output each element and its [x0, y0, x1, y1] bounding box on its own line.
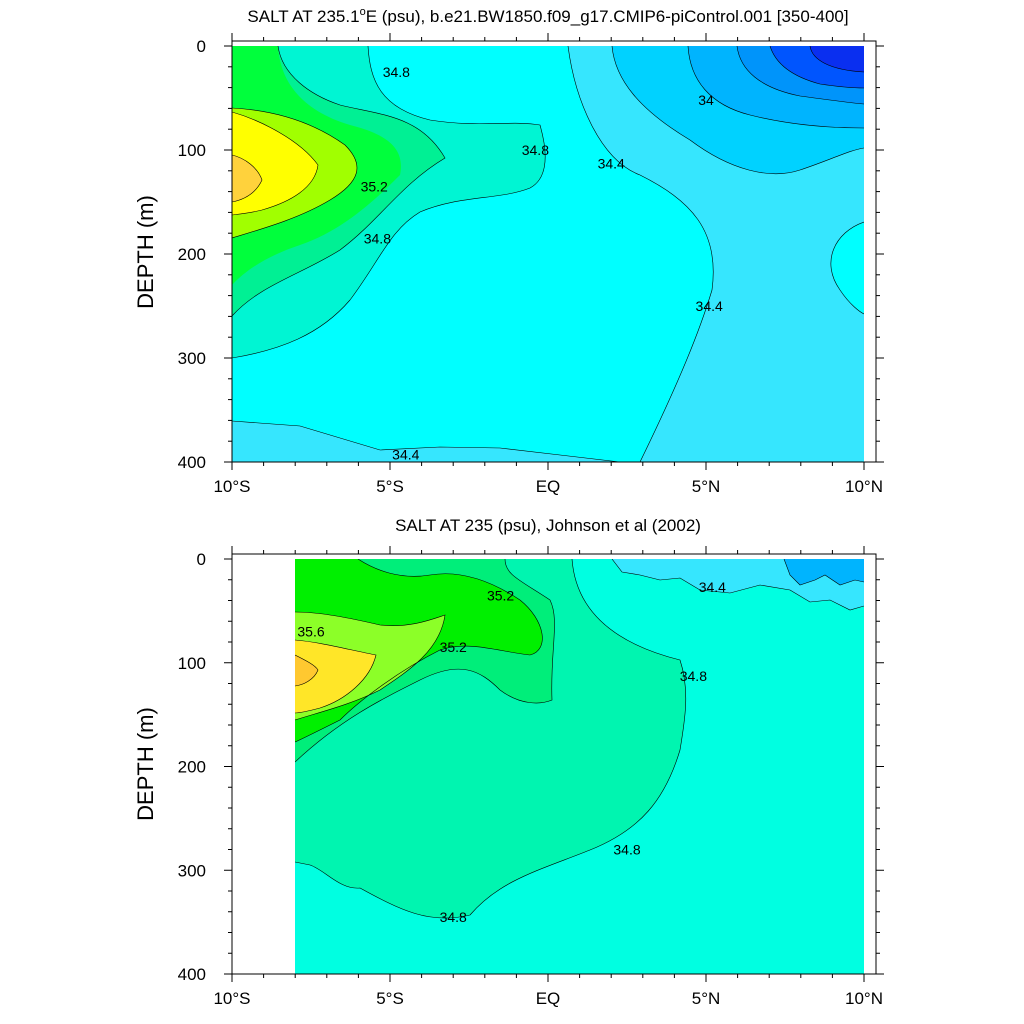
- p2-contour-label: 34.8: [440, 909, 467, 925]
- panel-1-axes: 0 100 200 300 400 10°S 5°S EQ 5°N 10°N: [178, 33, 884, 496]
- panel-2-axes: 0 100 200 300 400 10°S 5°S EQ 5°N 10°N: [178, 546, 884, 1008]
- panel-1: SALT AT 235.1oE (psu), b.e21.BW1850.f09_…: [133, 6, 884, 496]
- p1-ytick-label: 300: [178, 349, 206, 368]
- p1-contour-label: 34.8: [522, 142, 549, 158]
- p1-contour-label: 34: [698, 92, 714, 108]
- p2-ytick-label: 200: [178, 758, 206, 777]
- p2-ytick-label: 400: [178, 965, 206, 984]
- p2-contour-label: 35.2: [440, 639, 467, 655]
- p2-contour-label: 35.2: [487, 587, 514, 603]
- band2-35.8: [295, 655, 318, 686]
- p2-xtick-label: EQ: [536, 989, 561, 1008]
- p1-xtick-label: 10°S: [213, 477, 250, 496]
- panel-2: SALT AT 235 (psu), Johnson et al (2002): [133, 516, 884, 1008]
- p2-xtick-label: 10°S: [213, 989, 250, 1008]
- p1-xtick-label: 5°S: [376, 477, 404, 496]
- panel-1-title: SALT AT 235.1oE (psu), b.e21.BW1850.f09_…: [247, 6, 848, 26]
- p1-contour-label: 34.4: [392, 447, 419, 463]
- panel-1-plot: [232, 46, 864, 462]
- p2-contour-label: 34.4: [699, 579, 726, 595]
- p2-ytick-label: 0: [197, 550, 206, 569]
- panel-2-contour-lines: [295, 559, 864, 919]
- p1-ytick-label: 200: [178, 245, 206, 264]
- panel-1-ylabel: DEPTH (m): [133, 195, 158, 309]
- p1-contour-label: 34.4: [696, 298, 723, 314]
- p1-contour-label: 34.8: [364, 230, 391, 246]
- p2-xtick-label: 10°N: [845, 989, 883, 1008]
- p2-xtick-label: 5°S: [376, 989, 404, 1008]
- p1-xtick-label: 5°N: [692, 477, 721, 496]
- band-35.8: [232, 155, 262, 202]
- p1-ytick-label: 100: [178, 141, 206, 160]
- p1-ytick-label: 400: [178, 453, 206, 472]
- panel-2-title: SALT AT 235 (psu), Johnson et al (2002): [395, 516, 701, 535]
- p1-xtick-label: EQ: [536, 477, 561, 496]
- panel-1-contour-labels: 34.8 34.8 35.2 34.8 34.4 34 34.4 34.4: [361, 64, 723, 463]
- p2-contour-label: 34.8: [680, 668, 707, 684]
- p2-contour-label: 35.6: [297, 624, 324, 640]
- p1-xtick-label: 10°N: [845, 477, 883, 496]
- p1-contour-label: 34.4: [598, 156, 625, 172]
- panel-2-frame: [231, 553, 877, 975]
- band-34.6-right-bubble: [830, 222, 864, 314]
- panel-2-contour-labels: 35.2 35.6 35.2 34.4 34.8 34.8 34.8: [297, 579, 726, 925]
- p1-contour-label: 34.8: [383, 64, 410, 80]
- panel-1-frame: [231, 40, 877, 463]
- p2-ytick-label: 300: [178, 861, 206, 880]
- band-33.4: [810, 46, 864, 72]
- p1-ytick-label: 0: [197, 37, 206, 56]
- p1-contour-label: 35.2: [361, 178, 388, 194]
- p2-contour-label: 34.8: [613, 842, 640, 858]
- band2-35.6: [295, 640, 376, 713]
- band2-34.2: [784, 559, 864, 585]
- panel-2-plot: [295, 559, 864, 974]
- p2-ytick-label: 100: [178, 654, 206, 673]
- p2-xtick-label: 5°N: [692, 989, 721, 1008]
- band-34.4-bottom: [232, 421, 620, 462]
- panel-2-ylabel: DEPTH (m): [133, 707, 158, 821]
